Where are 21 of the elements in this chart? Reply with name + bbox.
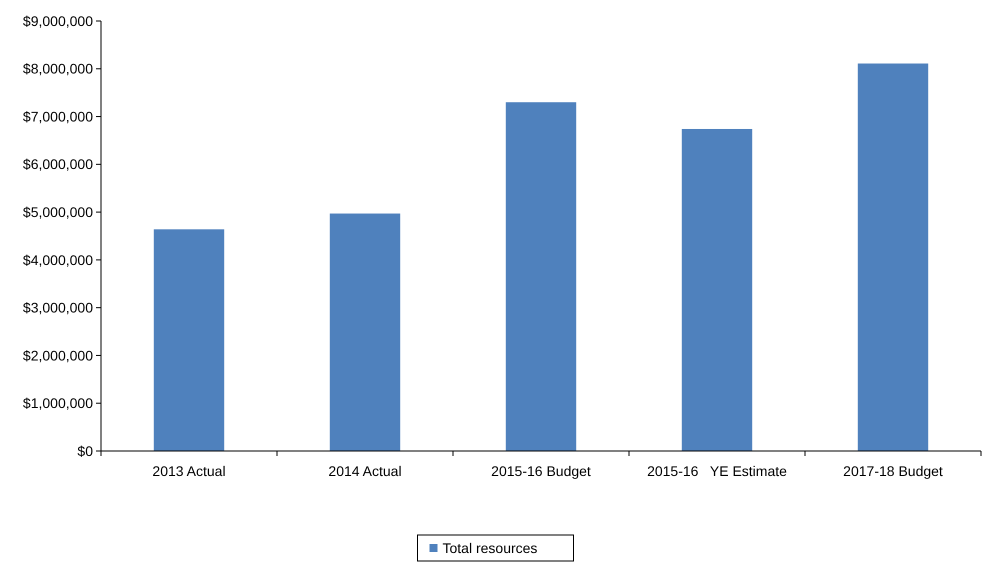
bar: [858, 64, 928, 451]
y-tick-label: $5,000,000: [22, 204, 94, 220]
y-tick-label: $2,000,000: [22, 347, 94, 364]
y-tick-label: $0: [77, 442, 94, 459]
y-tick-label: $7,000,000: [22, 108, 94, 124]
x-tick-label: 2013 Actual: [152, 463, 226, 479]
bar: [154, 229, 224, 451]
x-tick-label: 2015-16 YE Estimate: [647, 463, 788, 479]
bar: [506, 102, 576, 451]
y-tick-label: $1,000,000: [22, 395, 94, 412]
bar: [330, 214, 400, 451]
y-tick-label: $4,000,000: [22, 252, 94, 268]
y-tick-label: $3,000,000: [22, 300, 94, 316]
legend-label: Total resources: [442, 540, 538, 556]
y-tick-label: $9,000,000: [22, 12, 94, 29]
x-tick-label: 2017-18 Budget: [843, 463, 943, 479]
x-tick-label: 2015-16 Budget: [491, 463, 591, 479]
x-tick-label: 2014 Actual: [328, 463, 402, 479]
y-tick-label: $8,000,000: [22, 60, 94, 77]
bar: [682, 128, 752, 451]
y-tick-label: $6,000,000: [22, 156, 94, 172]
